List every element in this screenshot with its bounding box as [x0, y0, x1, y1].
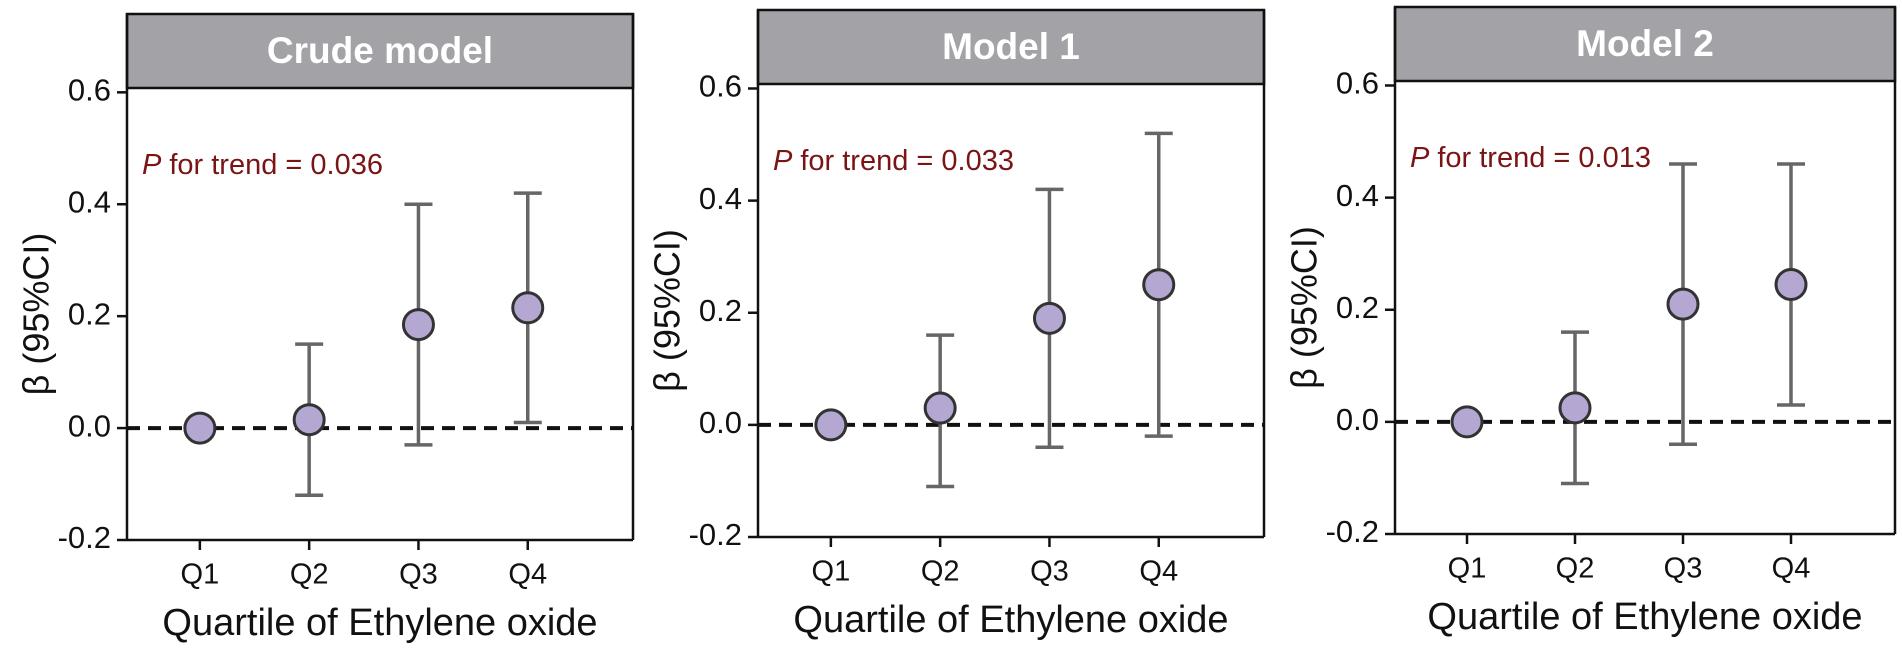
- annotation-part: P: [1410, 142, 1430, 174]
- y-tick-label: 0.0: [68, 408, 111, 443]
- panel: Model 1 -0.2 0.0 0.2 0.4 0.6 Q1 Q2 Q3 Q4 Quartile …: [647, 8, 1266, 641]
- x-tick-label: Q2: [921, 556, 960, 588]
- panel: Model 2 -0.2 0.0 0.2 0.4 0.6 Q1 Q2 Q3 Q4 Quartile …: [1284, 5, 1897, 638]
- annotation-part: for trend = 0.036: [169, 149, 383, 181]
- point: [1558, 391, 1592, 425]
- x-axis-label: Quartile of Ethylene oxide: [162, 602, 597, 644]
- y-tick-label: 0.6: [1336, 66, 1379, 101]
- y-tick-label: 0.4: [699, 181, 742, 216]
- y-tick-label: -0.2: [1326, 514, 1379, 549]
- point: [814, 408, 848, 442]
- x-tick-label: Q1: [812, 556, 851, 588]
- annotation-part: for trend = 0.013: [1437, 142, 1651, 174]
- point: [1032, 301, 1066, 335]
- y-tick-label: -0.2: [58, 520, 111, 555]
- y-tick-label: 0.4: [1336, 178, 1379, 213]
- point: [1450, 405, 1484, 439]
- y-tick-label: 0.2: [1336, 290, 1379, 325]
- y-tick-label: 0.0: [699, 405, 742, 440]
- y-tick-label: 0.6: [68, 73, 111, 108]
- panel-title: Crude model: [267, 30, 493, 71]
- header: [125, 12, 635, 90]
- panel-title: Model 1: [942, 26, 1080, 67]
- y-axis-label: β (95%CI): [1284, 226, 1325, 389]
- point: [923, 391, 957, 425]
- annotation-part: P: [142, 149, 162, 181]
- point: [292, 403, 326, 437]
- y-tick-label: 0.4: [68, 184, 111, 219]
- panel: Crude model -0.2 0.0 0.2 0.4 0.6 Q1 Q2 Q3 Q4 Quart…: [16, 12, 635, 644]
- x-tick-label: Q2: [290, 559, 329, 591]
- x-tick-label: Q4: [508, 559, 547, 591]
- point: [1774, 268, 1808, 302]
- x-tick-label: Q3: [1664, 553, 1703, 585]
- point: [401, 308, 435, 342]
- annotation-part: for trend = 0.033: [800, 145, 1014, 177]
- x-tick-label: Q1: [181, 559, 220, 591]
- x-tick-label: Q3: [1030, 556, 1069, 588]
- panel-title: Model 2: [1576, 23, 1714, 64]
- x-tick-label: Q3: [399, 559, 438, 591]
- y-axis-label: β (95%CI): [16, 233, 57, 396]
- y-tick-label: 0.2: [68, 296, 111, 331]
- x-axis-label: Quartile of Ethylene oxide: [1427, 596, 1862, 638]
- y-tick-label: -0.2: [689, 517, 742, 552]
- header: [756, 8, 1266, 86]
- y-axis-label: β (95%CI): [647, 229, 688, 392]
- point: [1666, 287, 1700, 321]
- y-tick-label: 0.6: [699, 69, 742, 104]
- x-tick-label: Q4: [1139, 556, 1178, 588]
- point: [183, 411, 217, 445]
- y-tick-label: 0.2: [699, 293, 742, 328]
- x-tick-label: Q4: [1772, 553, 1811, 585]
- y-tick-label: 0.0: [1336, 402, 1379, 437]
- annotation-part: P: [773, 145, 793, 177]
- point: [511, 291, 545, 325]
- x-axis-label: Quartile of Ethylene oxide: [793, 599, 1228, 641]
- x-tick-label: Q1: [1448, 553, 1487, 585]
- point: [1142, 268, 1176, 302]
- x-tick-label: Q2: [1556, 553, 1595, 585]
